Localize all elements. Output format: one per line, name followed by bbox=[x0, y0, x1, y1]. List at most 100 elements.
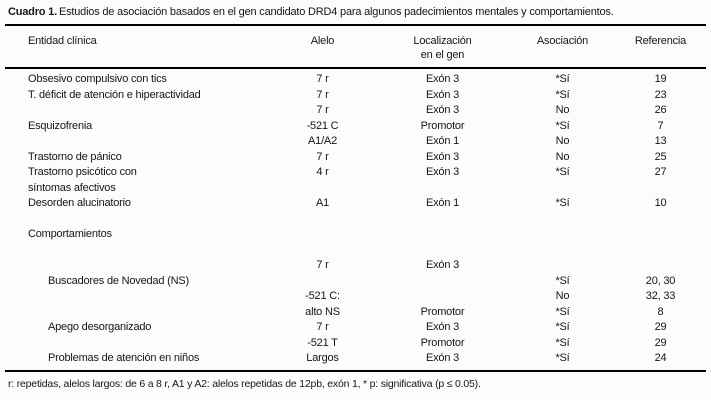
cell-entidad-clinica: Apego desorganizado bbox=[48, 321, 152, 333]
cell-referencia: 20, 30 bbox=[645, 274, 676, 287]
cell-referencia: 8 bbox=[657, 305, 664, 318]
table-body: Obsesivo compulsivo con tics 7 r Exón 3 … bbox=[5, 72, 706, 367]
cell-alelo: -521 T bbox=[307, 336, 338, 349]
table-row: 7 r Exón 3 bbox=[5, 258, 706, 274]
table-caption: Cuadro 1. Estudios de asociación basados … bbox=[8, 6, 614, 18]
table-row: síntomas afectivos bbox=[5, 181, 706, 197]
cell-referencia: 23 bbox=[654, 88, 667, 101]
cell-localizacion: Exón 3 bbox=[425, 88, 460, 101]
column-header-alelo: Alelo bbox=[310, 35, 335, 47]
table-row: -521 C: No 32, 33 bbox=[5, 289, 706, 305]
cell-referencia: 26 bbox=[654, 104, 667, 116]
cell-referencia: 19 bbox=[654, 73, 667, 85]
top-rule bbox=[5, 24, 706, 26]
cell-alelo: 7 r bbox=[316, 321, 329, 333]
table-row: 7 r Exón 3 No 26 bbox=[5, 103, 706, 119]
cell-localizacion: Exón 3 bbox=[425, 150, 460, 163]
cell-entidad-clinica: Esquizofrenia bbox=[28, 119, 93, 132]
cell-localizacion: Exón 3 bbox=[425, 166, 460, 178]
table-row: Obsesivo compulsivo con tics 7 r Exón 3 … bbox=[5, 72, 706, 88]
cell-alelo: 7 r bbox=[316, 88, 329, 101]
cell-asociacion: *Sí bbox=[555, 305, 570, 318]
table-row: T. déficit de atención e hiperactividad … bbox=[5, 88, 706, 104]
cell-referencia: 25 bbox=[654, 150, 667, 163]
cell-referencia: 7 bbox=[657, 119, 664, 132]
cell-localizacion: Exón 3 bbox=[425, 104, 460, 116]
cell-referencia: 32, 33 bbox=[645, 290, 676, 302]
table-row: Trastorno de pánico 7 r Exón 3 No 25 bbox=[5, 150, 706, 166]
bottom-rule bbox=[5, 370, 706, 372]
cell-referencia: 10 bbox=[654, 197, 667, 209]
table-caption-text: Estudios de asociación basados en el gen… bbox=[58, 6, 614, 18]
cell-localizacion: Promotor bbox=[420, 305, 465, 318]
cell-localizacion: Exón 1 bbox=[425, 135, 460, 147]
table-row: A1/A2 Exón 1 No 13 bbox=[5, 134, 706, 150]
table-row: Comportamientos bbox=[5, 227, 706, 243]
cell-entidad-clinica: Comportamientos bbox=[28, 228, 112, 240]
cell-referencia: 24 bbox=[654, 352, 667, 364]
cell-alelo: A1/A2 bbox=[308, 135, 337, 147]
table-row: Apego desorganizado 7 r Exón 3 *Sí 29 bbox=[5, 320, 706, 336]
column-header-entidad-clinica: Entidad clínica bbox=[28, 35, 97, 47]
cell-entidad-clinica: Obsesivo compulsivo con tics bbox=[28, 73, 167, 85]
cell-referencia: 29 bbox=[654, 321, 667, 333]
table-row bbox=[5, 212, 706, 228]
cell-entidad-clinica: Desorden alucinatorio bbox=[28, 197, 131, 209]
cell-referencia: 27 bbox=[654, 166, 667, 178]
cell-asociacion: No bbox=[555, 290, 570, 302]
cell-asociacion: *Sí bbox=[555, 197, 570, 209]
cell-asociacion: *Sí bbox=[555, 119, 570, 132]
cell-entidad-clinica: Trastorno psicótico con bbox=[28, 166, 137, 178]
cell-asociacion: No bbox=[555, 135, 570, 147]
cell-entidad-clinica: Trastorno de pánico bbox=[28, 150, 122, 163]
cell-alelo: 7 r bbox=[316, 73, 329, 85]
column-header-localizacion: Localización en el gen bbox=[413, 35, 472, 61]
cell-localizacion: Promotor bbox=[420, 119, 465, 132]
cell-alelo: -521 C bbox=[306, 119, 339, 132]
cell-asociacion: *Sí bbox=[555, 321, 570, 333]
cell-entidad-clinica: Problemas de atención en niños bbox=[48, 352, 200, 364]
cell-asociacion: No bbox=[555, 150, 570, 163]
cell-localizacion: Exón 1 bbox=[425, 197, 460, 209]
cell-localizacion: Exón 3 bbox=[425, 73, 460, 85]
cell-asociacion: *Sí bbox=[555, 166, 570, 178]
cell-localizacion: Exón 3 bbox=[425, 352, 460, 364]
cell-referencia: 13 bbox=[654, 135, 667, 147]
cell-alelo: Largos bbox=[306, 352, 339, 364]
cell-localizacion: Exón 3 bbox=[425, 321, 460, 333]
table-row: alto NS Promotor *Sí 8 bbox=[5, 305, 706, 321]
cell-asociacion: *Sí bbox=[555, 352, 570, 364]
column-header-asociacion: Asociación bbox=[536, 35, 589, 47]
cell-entidad-clinica: síntomas afectivos bbox=[28, 181, 116, 194]
table-header-row: Entidad clínica Alelo Localización en el… bbox=[5, 34, 706, 62]
table-row: Desorden alucinatorio A1 Exón 1 *Sí 10 bbox=[5, 196, 706, 212]
cell-alelo: 4 r bbox=[316, 166, 329, 178]
cell-asociacion: No bbox=[555, 104, 570, 116]
header-rule bbox=[5, 67, 706, 69]
cell-asociacion: *Sí bbox=[555, 274, 570, 287]
table-row: Problemas de atención en niños Largos Ex… bbox=[5, 351, 706, 367]
table-row: Esquizofrenia -521 C Promotor *Sí 7 bbox=[5, 119, 706, 135]
cell-localizacion: Exón 3 bbox=[425, 259, 460, 271]
cell-asociacion: *Sí bbox=[555, 88, 570, 101]
cell-alelo: 7 r bbox=[316, 259, 329, 271]
cell-alelo: alto NS bbox=[305, 305, 340, 318]
cell-entidad-clinica: Buscadores de Novedad (NS) bbox=[48, 274, 189, 287]
table-row: -521 T Promotor *Sí 29 bbox=[5, 336, 706, 352]
table-footnote: r: repetidas, alelos largos: de 6 a 8 r,… bbox=[8, 378, 481, 390]
cell-alelo: 7 r bbox=[316, 150, 329, 163]
table-row: Buscadores de Novedad (NS) *Sí 20, 30 bbox=[5, 274, 706, 290]
column-header-referencia: Referencia bbox=[634, 35, 687, 47]
cell-referencia: 29 bbox=[654, 336, 667, 349]
cell-alelo: A1 bbox=[315, 197, 330, 209]
cell-entidad-clinica: T. déficit de atención e hiperactividad bbox=[28, 88, 201, 101]
cell-localizacion: Promotor bbox=[420, 336, 465, 349]
cell-asociacion: *Sí bbox=[555, 73, 570, 85]
cell-alelo: 7 r bbox=[316, 104, 329, 116]
table-caption-number: Cuadro 1. bbox=[8, 6, 57, 18]
table-row: Trastorno psicótico con 4 r Exón 3 *Sí 2… bbox=[5, 165, 706, 181]
cell-asociacion: *Sí bbox=[555, 336, 570, 349]
table-row bbox=[5, 243, 706, 259]
cell-alelo: -521 C: bbox=[305, 290, 340, 302]
